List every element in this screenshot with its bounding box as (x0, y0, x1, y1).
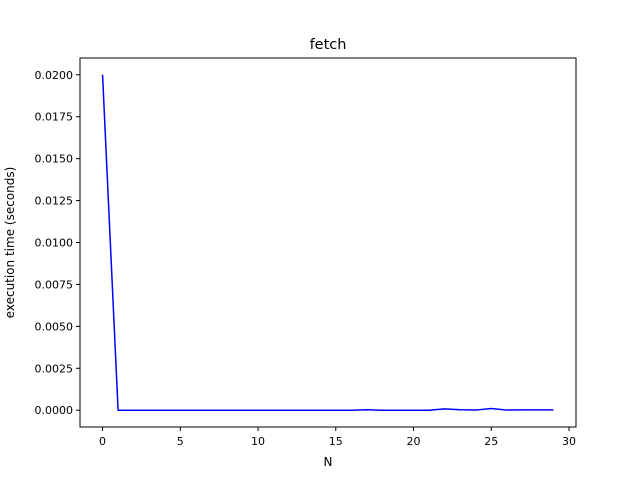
y-tick-label: 0.0125 (35, 195, 74, 208)
x-tick-label: 20 (407, 435, 421, 448)
x-tick-label: 0 (99, 435, 106, 448)
series-line (101, 74, 554, 411)
y-axis-label: execution time (seconds) (3, 167, 17, 319)
x-tick-label: 25 (484, 435, 498, 448)
plot-area (79, 57, 577, 428)
y-tick-label: 0.0050 (35, 320, 74, 333)
y-axis: 0.0000 0.0025 0.0050 0.0075 0.0100 0.0125 0.01… (35, 69, 80, 417)
y-tick-label: 0.0200 (35, 69, 74, 82)
x-axis-label: N (324, 455, 333, 469)
y-tick-label: 0.0100 (35, 237, 74, 250)
x-axis: 0 5 10 15 20 25 30 (99, 427, 576, 448)
y-tick-label: 0.0075 (35, 278, 74, 291)
chart-title: fetch (310, 37, 347, 53)
y-tick-label: 0.0000 (35, 404, 74, 417)
y-tick-label: 0.0150 (35, 153, 74, 166)
x-tick-label: 10 (251, 435, 265, 448)
y-tick-label: 0.0175 (35, 111, 74, 124)
x-tick-label: 30 (562, 435, 576, 448)
x-tick-label: 15 (329, 435, 343, 448)
x-tick-label: 5 (177, 435, 184, 448)
y-tick-label: 0.0025 (35, 362, 74, 375)
series-lines (101, 74, 554, 411)
